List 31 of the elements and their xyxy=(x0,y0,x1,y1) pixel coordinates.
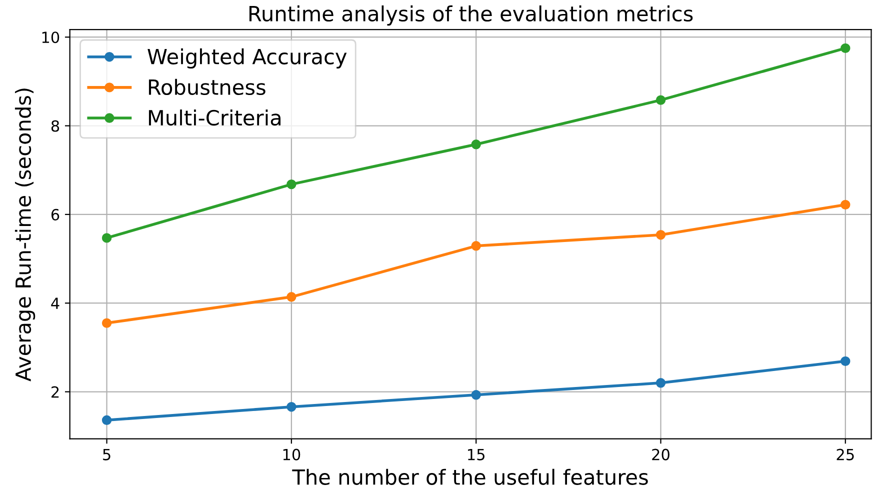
point xyxy=(471,241,481,251)
point xyxy=(286,179,296,190)
point xyxy=(656,378,666,388)
point xyxy=(471,140,481,150)
point xyxy=(286,402,296,412)
y-tick-label: 4 xyxy=(51,298,60,309)
point xyxy=(656,95,666,105)
point xyxy=(471,390,481,400)
point xyxy=(102,318,112,328)
y-tick-label: 10 xyxy=(42,32,60,44)
x-tick-label: 10 xyxy=(283,448,300,460)
y-axis-title: Average Run-time (seconds) xyxy=(14,88,36,382)
x-tick-label: 15 xyxy=(468,448,484,460)
legend-label: Robustness xyxy=(148,78,266,96)
chart-title: Runtime analysis of the evaluation metrics xyxy=(249,5,693,26)
point xyxy=(102,233,112,243)
point xyxy=(656,230,666,240)
x-axis-title: The number of the useful features xyxy=(292,468,648,485)
y-tick-label: 6 xyxy=(51,208,60,220)
point xyxy=(286,292,296,302)
point xyxy=(840,43,850,54)
point xyxy=(840,356,850,366)
x-tick-label: 5 xyxy=(103,448,110,460)
point xyxy=(102,415,112,426)
legend-label: Weighted Accuracy xyxy=(148,48,347,68)
y-tick-label: 8 xyxy=(51,120,60,132)
y-tick-label: 2 xyxy=(52,386,59,398)
point xyxy=(840,200,850,210)
x-tick-label: 25 xyxy=(836,448,854,460)
legend-label: Multi-Criteria xyxy=(148,109,280,126)
x-tick-label: 20 xyxy=(652,448,670,460)
